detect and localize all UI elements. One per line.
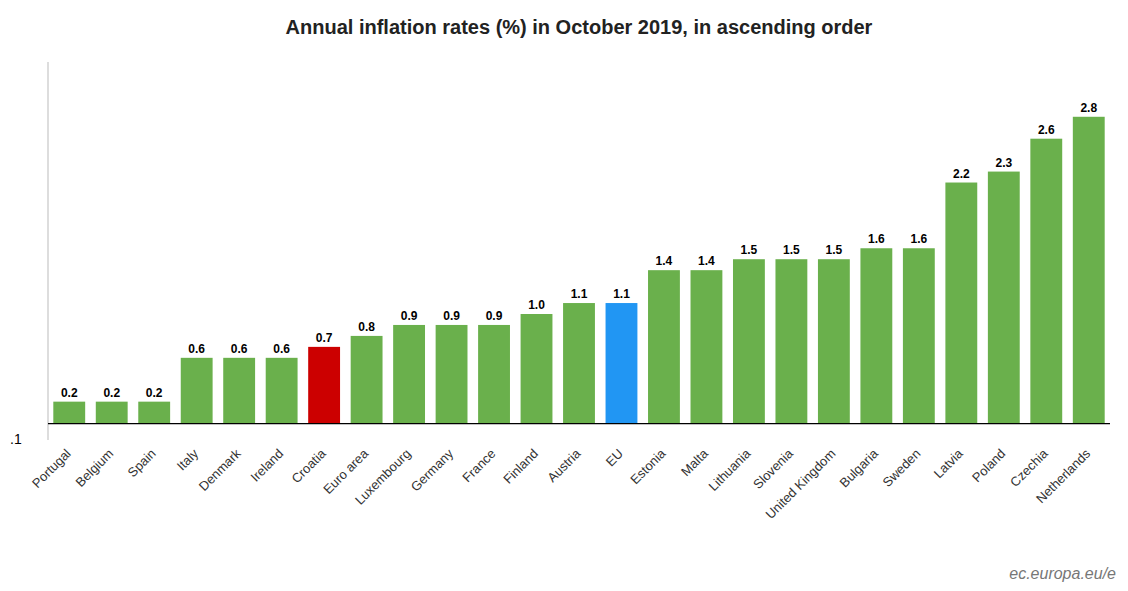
data-label: 0.8 [358, 320, 375, 334]
annotation: .1 [10, 431, 22, 447]
x-tick-label: Ireland [247, 446, 286, 485]
bar [775, 259, 807, 423]
bar [138, 402, 170, 424]
data-label: 1.1 [571, 287, 588, 301]
baseline [48, 423, 1110, 424]
data-label: 0.6 [188, 342, 205, 356]
data-label: 0.6 [273, 342, 290, 356]
x-tick-label: Belgium [72, 446, 116, 490]
data-label: 1.0 [528, 298, 545, 312]
data-label: 1.6 [910, 232, 927, 246]
x-tick-label: France [459, 446, 498, 485]
x-tick-label: Germany [408, 446, 457, 495]
x-tick-label: Latvia [931, 445, 967, 481]
watermark: ec.europa.eu/e [1009, 565, 1116, 582]
bar [903, 248, 935, 423]
data-label: 2.8 [1080, 101, 1097, 115]
bar [1030, 139, 1062, 424]
x-tick-label: Luxembourg [352, 446, 414, 508]
bar [818, 259, 850, 423]
data-label: 1.5 [741, 243, 758, 257]
data-label: 1.5 [826, 243, 843, 257]
bar [266, 358, 298, 424]
x-tick-label: Denmark [196, 446, 244, 494]
bar [223, 358, 255, 424]
chart: Annual inflation rates (%) in October 20… [0, 0, 1128, 591]
bar [648, 270, 680, 423]
bars [53, 117, 1104, 424]
bar [606, 303, 638, 424]
x-tick-label: Austria [544, 445, 584, 485]
data-label: 2.2 [953, 167, 970, 181]
data-label: 2.3 [995, 156, 1012, 170]
x-tick-label: Finland [500, 446, 541, 487]
data-label: 1.4 [698, 254, 715, 268]
bar [436, 325, 468, 424]
data-label: 0.9 [486, 309, 503, 323]
title: Annual inflation rates (%) in October 20… [286, 16, 873, 38]
x-tick-label: Estonia [627, 445, 669, 487]
x-tick-label: Portugal [29, 446, 74, 491]
data-label: 0.2 [61, 386, 78, 400]
data-label: 1.6 [868, 232, 885, 246]
data-label: 1.4 [656, 254, 673, 268]
bar [691, 270, 723, 423]
bar [563, 303, 595, 424]
x-tick-label: Netherlands [1033, 446, 1094, 507]
data-label: 0.9 [443, 309, 460, 323]
y-axis-line [48, 62, 49, 440]
data-label: 0.6 [231, 342, 248, 356]
data-label: 0.9 [401, 309, 418, 323]
bar [53, 402, 85, 424]
x-tick-label: Sweden [880, 446, 924, 490]
bar [733, 259, 765, 423]
x-tick-label: Croatia [288, 445, 329, 486]
x-tick-label: Bulgaria [837, 445, 882, 490]
bar [1073, 117, 1105, 424]
bar [521, 314, 553, 424]
data-label: 1.1 [613, 287, 630, 301]
data-label: 0.2 [103, 386, 120, 400]
bar [393, 325, 425, 424]
data-label: 0.2 [146, 386, 163, 400]
x-tick-label: Malta [678, 445, 712, 479]
x-tick-label: EU [603, 446, 626, 469]
bar [181, 358, 213, 424]
bar [351, 336, 383, 424]
x-tick-label: Lithuania [706, 445, 754, 493]
data-label: 0.7 [316, 331, 333, 345]
bar [308, 347, 340, 424]
bar [945, 183, 977, 424]
bar [96, 402, 128, 424]
x-tick-label: Poland [969, 446, 1008, 485]
bar [478, 325, 510, 424]
x-tick-label: Spain [125, 446, 159, 480]
background [0, 0, 1128, 591]
data-label: 2.6 [1038, 123, 1055, 137]
data-label: 1.5 [783, 243, 800, 257]
x-tick-label: Italy [174, 446, 202, 474]
x-tick-label: United Kingdom [762, 446, 838, 522]
bar [988, 172, 1020, 424]
bar [860, 248, 892, 423]
